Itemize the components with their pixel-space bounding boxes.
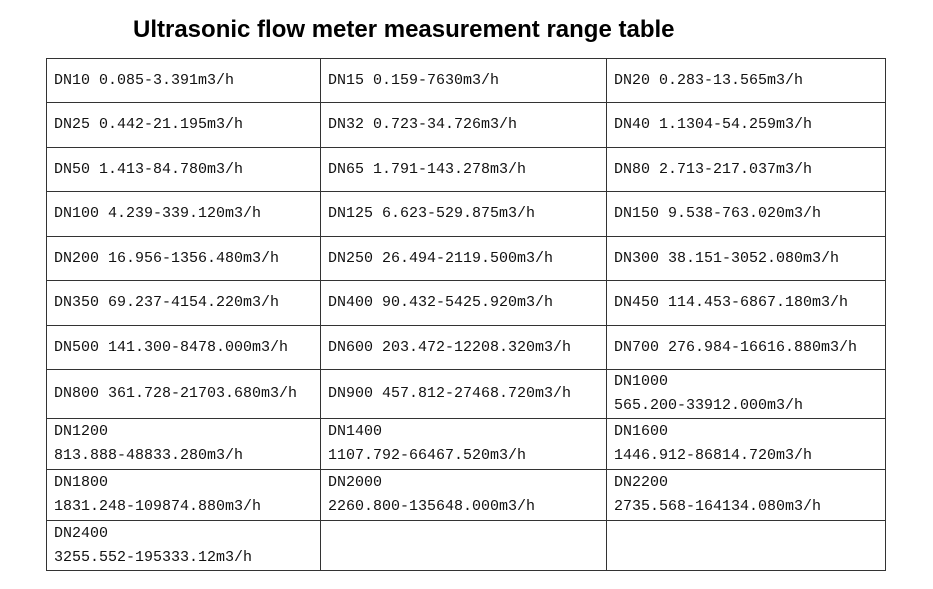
cell-text: DN150 9.538-763.020m3/h [614, 205, 822, 222]
cell-text: DN400 90.432-5425.920m3/h [328, 294, 554, 311]
cell-text: DN80 2.713-217.037m3/h [614, 160, 813, 178]
table-cell: DN2400 3255.552-195333.12m3/h [46, 520, 321, 571]
table-cell: DN50 1.413-84.780m3/h [46, 147, 321, 192]
cell-line: 1446.912-86814.720m3/h [614, 447, 813, 464]
table-cell: DN250 26.494-2119.500m3/h [320, 236, 607, 281]
cell-line: 813.888-48833.280m3/h [54, 447, 244, 464]
cell-text: DN125 6.623-529.875m3/h [328, 205, 536, 222]
cell-text: DN600 203.472-12208.320m3/h [328, 338, 572, 356]
cell-text: DN800 361.728-21703.680m3/h [54, 385, 298, 402]
table-row: DN350 69.237-4154.220m3/h DN400 90.432-54… [46, 280, 886, 326]
table-cell: DN150 9.538-763.020m3/h [606, 191, 886, 237]
table-cell: DN10 0.085-3.391m3/h [46, 58, 321, 103]
range-table: DN10 0.085-3.391m3/h DN15 0.159-7630m3/h D… [46, 58, 886, 571]
table-cell: DN2200 2735.568-164134.080m3/h [606, 469, 886, 521]
table-cell: DN300 38.151-3052.080m3/h [606, 236, 886, 281]
cell-line: DN2400 [54, 524, 109, 542]
cell-line: 565.200-33912.000m3/h [614, 397, 804, 414]
table-cell: DN800 361.728-21703.680m3/h [46, 369, 321, 419]
table-cell: DN700 276.984-16616.880m3/h [606, 325, 886, 370]
table-cell: DN2000 2260.800-135648.000m3/h [320, 469, 607, 521]
table-cell: DN500 141.300-8478.000m3/h [46, 325, 321, 370]
table-cell: DN40 1.1304-54.259m3/h [606, 102, 886, 148]
cell-text: DN100 4.239-339.120m3/h [54, 205, 262, 222]
table-row: DN200 16.956-1356.480m3/h DN250 26.494-21… [46, 236, 886, 281]
cell-line: 1107.792-66467.520m3/h [328, 447, 527, 464]
table-cell: DN1200 813.888-48833.280m3/h [46, 418, 321, 470]
table-cell [320, 520, 607, 571]
cell-text: DN65 1.791-143.278m3/h [328, 160, 527, 178]
table-cell: DN1000 565.200-33912.000m3/h [606, 369, 886, 419]
table-body: DN10 0.085-3.391m3/h DN15 0.159-7630m3/h D… [46, 58, 886, 571]
table-row: DN10 0.085-3.391m3/h DN15 0.159-7630m3/h D… [46, 58, 886, 103]
cell-line: 2735.568-164134.080m3/h [614, 498, 822, 515]
cell-line: DN1400 [328, 423, 383, 440]
table-cell: DN32 0.723-34.726m3/h [320, 102, 607, 148]
cell-text: DN300 38.151-3052.080m3/h [614, 249, 840, 267]
cell-text: DN900 457.812-27468.720m3/h [328, 385, 572, 402]
table-row: DN2400 3255.552-195333.12m3/h [46, 520, 886, 571]
cell-text: DN32 0.723-34.726m3/h [328, 116, 518, 133]
cell-text: DN350 69.237-4154.220m3/h [54, 294, 280, 311]
table-cell: DN100 4.239-339.120m3/h [46, 191, 321, 237]
table-cell: DN1800 1831.248-109874.880m3/h [46, 469, 321, 521]
table-cell: DN25 0.442-21.195m3/h [46, 102, 321, 148]
cell-text: DN40 1.1304-54.259m3/h [614, 116, 813, 133]
cell-line: DN1000 [614, 373, 669, 390]
table-cell: DN1600 1446.912-86814.720m3/h [606, 418, 886, 470]
table-row: DN100 4.239-339.120m3/h DN125 6.623-529.8… [46, 191, 886, 237]
table-cell: DN200 16.956-1356.480m3/h [46, 236, 321, 281]
table-cell: DN15 0.159-7630m3/h [320, 58, 607, 103]
cell-line: DN1200 [54, 423, 109, 440]
cell-text: DN500 141.300-8478.000m3/h [54, 338, 289, 356]
cell-text: DN250 26.494-2119.500m3/h [328, 249, 554, 267]
table-cell: DN400 90.432-5425.920m3/h [320, 280, 607, 326]
table-row: DN800 361.728-21703.680m3/h DN900 457.812… [46, 369, 886, 419]
cell-text: DN25 0.442-21.195m3/h [54, 116, 244, 133]
table-row: DN500 141.300-8478.000m3/h DN600 203.472-… [46, 325, 886, 370]
table-row: DN1200 813.888-48833.280m3/h DN1400 1107.79… [46, 418, 886, 470]
cell-text: DN700 276.984-16616.880m3/h [614, 338, 858, 356]
cell-text: DN50 1.413-84.780m3/h [54, 160, 244, 178]
cell-line: 2260.800-135648.000m3/h [328, 498, 536, 515]
table-cell: DN350 69.237-4154.220m3/h [46, 280, 321, 326]
table-cell: DN65 1.791-143.278m3/h [320, 147, 607, 192]
table-cell: DN80 2.713-217.037m3/h [606, 147, 886, 192]
cell-line: DN2200 [614, 474, 669, 491]
cell-line: DN1600 [614, 423, 669, 440]
table-title: Ultrasonic flow meter measurement range … [133, 16, 675, 43]
table-row: DN25 0.442-21.195m3/h DN32 0.723-34.726m3… [46, 102, 886, 148]
cell-text: DN15 0.159-7630m3/h [328, 71, 500, 89]
cell-line: 3255.552-195333.12m3/h [54, 548, 253, 566]
table-cell: DN20 0.283-13.565m3/h [606, 58, 886, 103]
cell-line: 1831.248-109874.880m3/h [54, 498, 262, 515]
table-cell: DN450 114.453-6867.180m3/h [606, 280, 886, 326]
table-row: DN50 1.413-84.780m3/h DN65 1.791-143.278m… [46, 147, 886, 192]
cell-text: DN20 0.283-13.565m3/h [614, 71, 804, 89]
cell-text: DN200 16.956-1356.480m3/h [54, 249, 280, 267]
cell-line: DN2000 [328, 474, 383, 491]
cell-text: DN10 0.085-3.391m3/h [54, 71, 235, 89]
table-cell: DN600 203.472-12208.320m3/h [320, 325, 607, 370]
table-cell: DN900 457.812-27468.720m3/h [320, 369, 607, 419]
table-cell: DN1400 1107.792-66467.520m3/h [320, 418, 607, 470]
cell-text: DN450 114.453-6867.180m3/h [614, 294, 849, 311]
table-row: DN1800 1831.248-109874.880m3/h DN2000 2260.… [46, 469, 886, 521]
table-cell [606, 520, 886, 571]
table-cell: DN125 6.623-529.875m3/h [320, 191, 607, 237]
cell-line: DN1800 [54, 474, 109, 491]
